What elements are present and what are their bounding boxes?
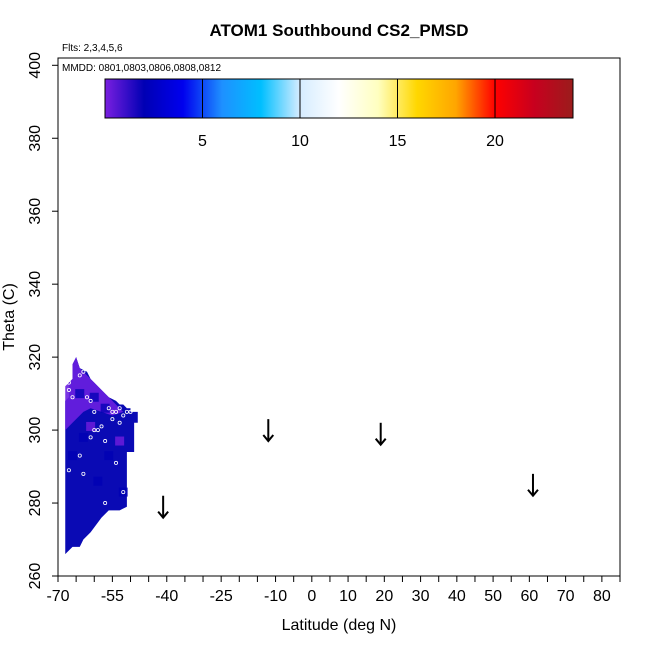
sample-point (66, 380, 71, 385)
sample-point (88, 398, 93, 403)
arrow-head (527, 489, 539, 498)
sample-point (121, 490, 126, 495)
flight-arrows (157, 419, 539, 520)
sample-point (81, 471, 86, 476)
x-tick-label: 30 (412, 588, 430, 605)
x-tick-label: 50 (484, 588, 502, 605)
sample-point (114, 460, 119, 465)
field-patch (78, 432, 88, 442)
colorbar-tick-label: 5 (198, 133, 207, 150)
sample-point (110, 409, 115, 414)
colorbar-tick-label: 20 (486, 133, 504, 150)
sample-point (70, 395, 75, 400)
arrow-head (262, 434, 275, 443)
sample-point (99, 424, 104, 429)
sample-point (106, 406, 111, 411)
field-patch (75, 389, 85, 399)
y-tick-label: 340 (27, 271, 44, 298)
y-tick-label: 380 (27, 125, 44, 152)
y-tick-label: 280 (27, 490, 44, 517)
sample-point (103, 439, 108, 444)
y-tick-label: 260 (27, 563, 44, 590)
sample-point (110, 417, 115, 422)
plot-frame (57, 57, 621, 577)
x-tick-label: 20 (375, 588, 393, 605)
field-patch (68, 451, 78, 461)
sample-point (92, 428, 97, 433)
y-axis-label: Theta (C) (1, 283, 18, 351)
dates-label: MMDD: 0801,0803,0806,0808,0812 (62, 63, 221, 74)
arrow-head (374, 438, 387, 447)
sample-point (66, 387, 71, 392)
x-tick-label: 40 (448, 588, 466, 605)
colorbar-ticks: 5 10 15 20 (198, 79, 504, 150)
sample-point (85, 395, 90, 400)
x-tick-label: 60 (520, 588, 538, 605)
colorbar (104, 78, 574, 119)
x-tick-label: 70 (557, 588, 575, 605)
sample-point (92, 409, 97, 414)
sample-point (114, 409, 119, 414)
sample-point (66, 468, 71, 473)
sample-point (124, 409, 129, 414)
sample-point (77, 373, 82, 378)
sample-point (95, 428, 100, 433)
sample-point (117, 406, 122, 411)
sample-point (117, 420, 122, 425)
field-patch (86, 421, 96, 431)
x-tick-label: 0 (307, 588, 316, 605)
x-axis-label: Latitude (deg N) (282, 617, 397, 634)
x-tick-label: -55 (101, 588, 124, 605)
flights-label: Flts: 2,3,4,5,6 (62, 43, 123, 54)
x-axis: -70 -55 -40 -25 -10 0 10 20 30 40 50 60 70 80 (46, 576, 621, 605)
x-tick-label: 10 (339, 588, 357, 605)
arrow-head (157, 510, 169, 520)
y-tick-label: 400 (27, 52, 44, 79)
x-tick-label: 80 (593, 588, 611, 605)
sample-point (88, 435, 93, 440)
sample-point (103, 501, 108, 506)
x-tick-label: -25 (210, 588, 233, 605)
field-patch (115, 436, 125, 446)
x-tick-label: -10 (264, 588, 287, 605)
field-patch (89, 392, 99, 402)
sample-points (66, 369, 133, 506)
y-tick-label: 300 (27, 417, 44, 444)
y-axis: 260 280 300 320 340 360 380 400 (27, 52, 58, 590)
sample-point (81, 369, 86, 374)
field-patch (93, 476, 103, 486)
field-patch (104, 451, 114, 461)
field-patch (100, 403, 110, 413)
colorbar-tick-label: 10 (291, 133, 309, 150)
sample-point (77, 453, 82, 458)
sample-point (121, 413, 126, 418)
colorbar-tick-label: 15 (389, 133, 407, 150)
sample-point (128, 409, 133, 414)
y-tick-label: 320 (27, 344, 44, 371)
x-tick-label: -40 (155, 588, 178, 605)
x-tick-label: -70 (46, 588, 69, 605)
y-tick-label: 360 (27, 198, 44, 225)
field-patch (118, 487, 128, 497)
chart-title: ATOM1 Southbound CS2_PMSD (209, 21, 468, 40)
